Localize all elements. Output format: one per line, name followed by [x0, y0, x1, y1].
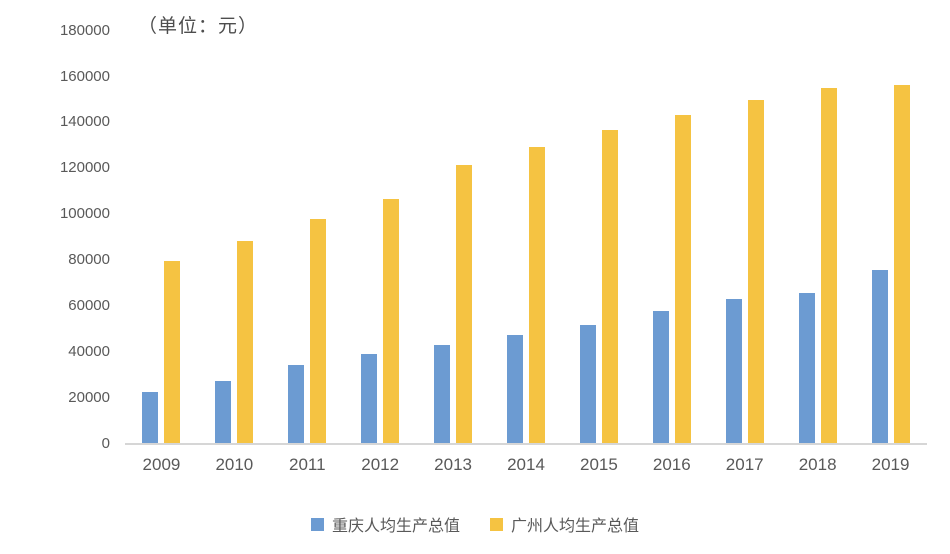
- bar-chongqing-2013: [434, 344, 451, 444]
- bar-guangzhou-2017: [747, 99, 764, 444]
- bar-chongqing-2011: [288, 364, 305, 444]
- bar-chongqing-2016: [652, 310, 669, 444]
- bar-chongqing-2012: [361, 354, 378, 444]
- y-axis-tick-label: 100000: [59, 205, 110, 223]
- x-axis-label-2013: 2013: [434, 455, 472, 474]
- bar-guangzhou-2015: [601, 129, 618, 444]
- bar-guangzhou-2016: [674, 115, 691, 444]
- x-axis-label-2011: 2011: [288, 455, 326, 474]
- x-axis-line: [125, 443, 927, 445]
- x-axis-label-2019: 2019: [871, 455, 910, 474]
- x-axis-label-2017: 2017: [725, 455, 764, 474]
- bar-guangzhou-2018: [820, 87, 837, 444]
- x-axis-label-2016: 2016: [652, 455, 691, 474]
- bar-chongqing-2010: [215, 380, 232, 444]
- legend-item-chongqing: 重庆人均生产总值: [310, 512, 460, 536]
- x-axis-label-2009: 2009: [142, 455, 181, 474]
- legend-label: 重庆人均生产总值: [331, 518, 460, 535]
- chart-unit-title: （单位：元）: [138, 16, 259, 37]
- y-axis-tick-label: 160000: [59, 67, 110, 85]
- bar-chongqing-2009: [142, 392, 159, 444]
- y-axis-tick-label: 80000: [68, 251, 110, 269]
- legend-item-guangzhou: 广州人均生产总值: [490, 512, 639, 536]
- bar-guangzhou-2009: [164, 260, 181, 444]
- bar-chongqing-2019: [871, 270, 888, 444]
- y-axis-tick-label: 140000: [59, 113, 110, 131]
- y-axis-tick-label: 40000: [68, 343, 110, 361]
- legend-swatch-icon: [490, 517, 503, 531]
- x-axis-label-2012: 2012: [361, 455, 400, 474]
- bar-guangzhou-2011: [310, 219, 327, 444]
- y-axis-tick-label: 0: [101, 435, 110, 452]
- x-axis-label-2010: 2010: [215, 455, 254, 474]
- x-axis-label-2015: 2015: [579, 455, 618, 474]
- y-axis-tick-label: 60000: [68, 297, 110, 315]
- bar-guangzhou-2010: [237, 241, 254, 444]
- bar-chongqing-2014: [507, 334, 523, 444]
- bar-chongqing-2015: [579, 324, 596, 444]
- bar-chongqing-2017: [725, 298, 742, 444]
- x-axis-label-2018: 2018: [798, 455, 837, 474]
- legend: 重庆人均生产总值 广州人均生产总值: [0, 512, 950, 536]
- y-axis-tick-label: 20000: [68, 389, 110, 407]
- legend-label: 广州人均生产总值: [511, 518, 640, 535]
- bar-guangzhou-2012: [383, 199, 400, 444]
- bar-guangzhou-2014: [529, 147, 545, 444]
- y-axis-tick-label: 180000: [59, 21, 110, 39]
- legend-swatch-icon: [310, 517, 324, 531]
- bar-guangzhou-2013: [456, 164, 473, 444]
- x-axis-label-2014: 2014: [507, 455, 545, 474]
- bar-guangzhou-2019: [893, 85, 910, 444]
- bar-chongqing-2018: [798, 292, 815, 444]
- y-axis-tick-label: 120000: [59, 159, 110, 177]
